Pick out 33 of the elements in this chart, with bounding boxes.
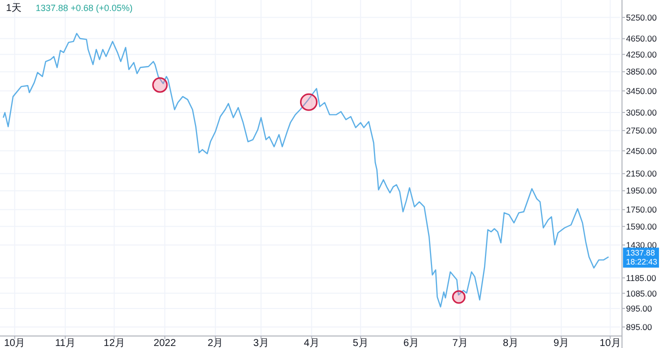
y-tick-label: 1750.00 bbox=[626, 204, 657, 215]
y-tick-label: 3450.00 bbox=[626, 86, 657, 96]
x-tick-label: 12月 bbox=[104, 338, 125, 348]
y-tick-label: 895.00 bbox=[626, 322, 652, 332]
x-tick-label: 2月 bbox=[208, 338, 224, 348]
x-tick-label: 11月 bbox=[55, 338, 76, 348]
y-tick-label: 5250.00 bbox=[626, 12, 657, 22]
x-tick-label: 9月 bbox=[553, 338, 570, 348]
y-tick-label: 1430.00 bbox=[626, 240, 657, 250]
price-tag: 1337.88 18:22:43 bbox=[623, 248, 659, 268]
annotation: 1337.88 +0.68 (+0.05%) bbox=[36, 3, 133, 13]
y-tick-label: 2750.00 bbox=[626, 126, 657, 136]
y-tick-label: 4650.00 bbox=[626, 34, 657, 44]
y-tick-label: 995.00 bbox=[626, 303, 652, 314]
x-tick-label: 10月 bbox=[4, 338, 26, 348]
x-tick-label: 5月 bbox=[352, 338, 368, 348]
x-tick-label: 6月 bbox=[403, 338, 419, 348]
y-tick-label: 3050.00 bbox=[626, 107, 657, 118]
y-tick-label: 3850.00 bbox=[626, 66, 657, 77]
x-tick-label: 2022 bbox=[154, 338, 176, 348]
x-tick-label: 3月 bbox=[253, 338, 269, 348]
y-tick-label: 1950.00 bbox=[626, 186, 657, 196]
x-tick-label: 4月 bbox=[304, 338, 320, 348]
y-tick-label: 1085.00 bbox=[626, 288, 657, 298]
y-tick-label: 1590.00 bbox=[626, 221, 657, 232]
y-tick-label: 2450.00 bbox=[626, 146, 657, 156]
x-tick-label: 8月 bbox=[502, 338, 518, 348]
y-tick-label: 1185.00 bbox=[626, 272, 656, 283]
x-tick-label: 7月 bbox=[452, 338, 468, 348]
y-tick-label: 2150.00 bbox=[626, 168, 657, 179]
y-tick-label: 4250.00 bbox=[626, 49, 657, 60]
x-tick-label: 10月 bbox=[600, 338, 621, 348]
chart-title: 1天 bbox=[6, 3, 22, 14]
